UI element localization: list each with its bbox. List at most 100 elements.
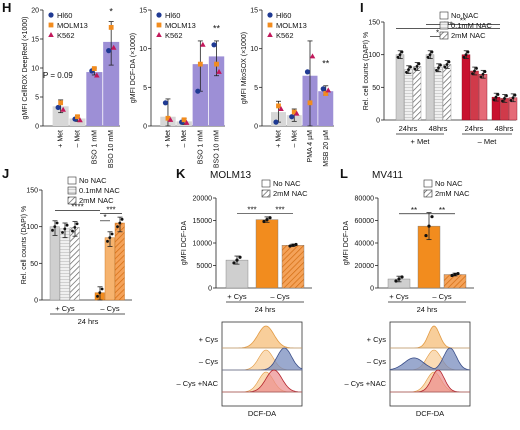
H1-point <box>108 25 114 30</box>
I-point <box>430 50 434 54</box>
K-group-label: – Cys <box>270 292 289 301</box>
J-bar <box>104 237 115 301</box>
J-point <box>108 236 112 240</box>
I-point <box>407 68 410 72</box>
H1-point <box>94 72 100 78</box>
J-point <box>55 221 59 225</box>
K-point <box>294 242 298 247</box>
I-point <box>496 93 500 96</box>
J-y-axis-label: Rel. cell counts (DAPI) % <box>21 206 28 285</box>
I-bar <box>434 67 443 121</box>
H3-point <box>278 105 284 111</box>
H2-y-axis-label: gMFI DCF-DA (×1000) <box>130 33 137 103</box>
H2-point <box>167 116 174 122</box>
H1-ytick-label: 10 <box>31 66 39 73</box>
H1-point <box>55 104 61 111</box>
I-ytick-label: 100 <box>368 52 380 59</box>
J-point <box>51 228 54 232</box>
panel-letter-I: I <box>360 0 364 15</box>
H1-category-label: BSO 1 mM <box>91 130 98 164</box>
I-condition-label: – Met <box>478 137 498 146</box>
J-point <box>73 226 77 229</box>
L-y-axis-label: gMFI DCF-DA <box>343 221 350 266</box>
K-bar <box>281 245 305 289</box>
H3-category-label: PMA 4 µM <box>307 130 314 163</box>
H1-legend-marker <box>48 32 54 37</box>
H3-legend-marker <box>267 12 273 18</box>
L-footer: 24 hrs <box>417 305 438 314</box>
H3-category-label: – Met <box>291 130 298 148</box>
I-point <box>435 68 438 72</box>
I-bar <box>478 74 488 121</box>
K-significance: *** <box>247 205 256 214</box>
I-point <box>509 99 513 102</box>
J-point <box>116 225 119 229</box>
H2-point <box>195 88 201 94</box>
panel-letter-K: K <box>176 166 186 181</box>
H3-point <box>325 87 332 93</box>
I-point <box>398 53 402 57</box>
H2-legend-marker <box>156 22 162 28</box>
J-point <box>106 239 109 243</box>
K-bar <box>255 219 279 289</box>
J-bar <box>49 226 60 301</box>
I-legend-swatch <box>439 11 449 20</box>
I-bar <box>470 70 479 121</box>
H2-point <box>216 68 222 74</box>
I-point <box>481 72 485 76</box>
L-point <box>456 271 460 276</box>
J-point <box>53 225 57 229</box>
L-ytick-label: 40000 <box>355 241 375 248</box>
J-bar <box>59 228 70 301</box>
I-point <box>471 72 474 76</box>
H1-legend-label: Hl60 <box>57 11 72 20</box>
H2-ytick-label: 10 <box>139 46 147 53</box>
K-significance: *** <box>275 205 284 214</box>
histograms-layer: + Cys – Cys – Cys +NAC DCF-DA + Cys – Cys – Cy… <box>177 321 471 418</box>
L-significance: ** <box>411 206 417 215</box>
I-bar <box>442 64 452 121</box>
K-legend-label: No NAC <box>273 179 301 188</box>
I-point <box>505 94 508 98</box>
H2-point <box>214 61 219 67</box>
J-footer: 24 hrs <box>78 317 99 326</box>
J-bar <box>69 227 80 301</box>
J-point <box>96 294 99 298</box>
I-point <box>443 65 447 69</box>
H3-point <box>323 91 329 96</box>
I-ytick-label: 50 <box>372 85 380 92</box>
annotation-p-value: P = 0.09 <box>43 71 73 80</box>
I-point <box>494 95 498 99</box>
I-point <box>473 69 476 73</box>
J-legend-swatch <box>67 176 77 185</box>
panel-letter-L: L <box>340 166 348 181</box>
J-point <box>75 222 79 226</box>
L-point <box>450 273 454 278</box>
H1-category-label: – Met <box>74 130 81 148</box>
L-point <box>430 215 434 219</box>
H3-legend-label: K562 <box>276 31 294 40</box>
J-point <box>61 231 64 234</box>
J-group-label: – Cys <box>100 304 119 313</box>
I-condition-label: + Met <box>411 137 431 146</box>
H1-point <box>60 106 66 112</box>
H3-legend-label: MOLM13 <box>276 21 307 30</box>
L-bar <box>443 274 467 289</box>
H2-bar <box>192 64 209 126</box>
K-ytick-label: 15000 <box>193 218 213 225</box>
I-bar <box>412 66 422 121</box>
panel-letter-J: J <box>2 166 9 181</box>
K-legend-label: 2mM NAC <box>273 189 308 198</box>
I-point <box>400 50 404 54</box>
panel-letter-H: H <box>2 0 11 15</box>
L-ytick-label: 20000 <box>355 263 375 270</box>
H3-point <box>293 110 300 116</box>
I-ytick-label: 150 <box>368 20 380 27</box>
H3-category-label: + Met <box>276 130 283 148</box>
I-bar <box>404 69 413 121</box>
I-ytick-label: 0 <box>376 118 380 125</box>
K-histogram-label: + Cys <box>199 335 219 344</box>
H3-ytick-label: 10 <box>250 46 258 53</box>
L-histogram-xlabel: DCF-DA <box>416 409 444 418</box>
